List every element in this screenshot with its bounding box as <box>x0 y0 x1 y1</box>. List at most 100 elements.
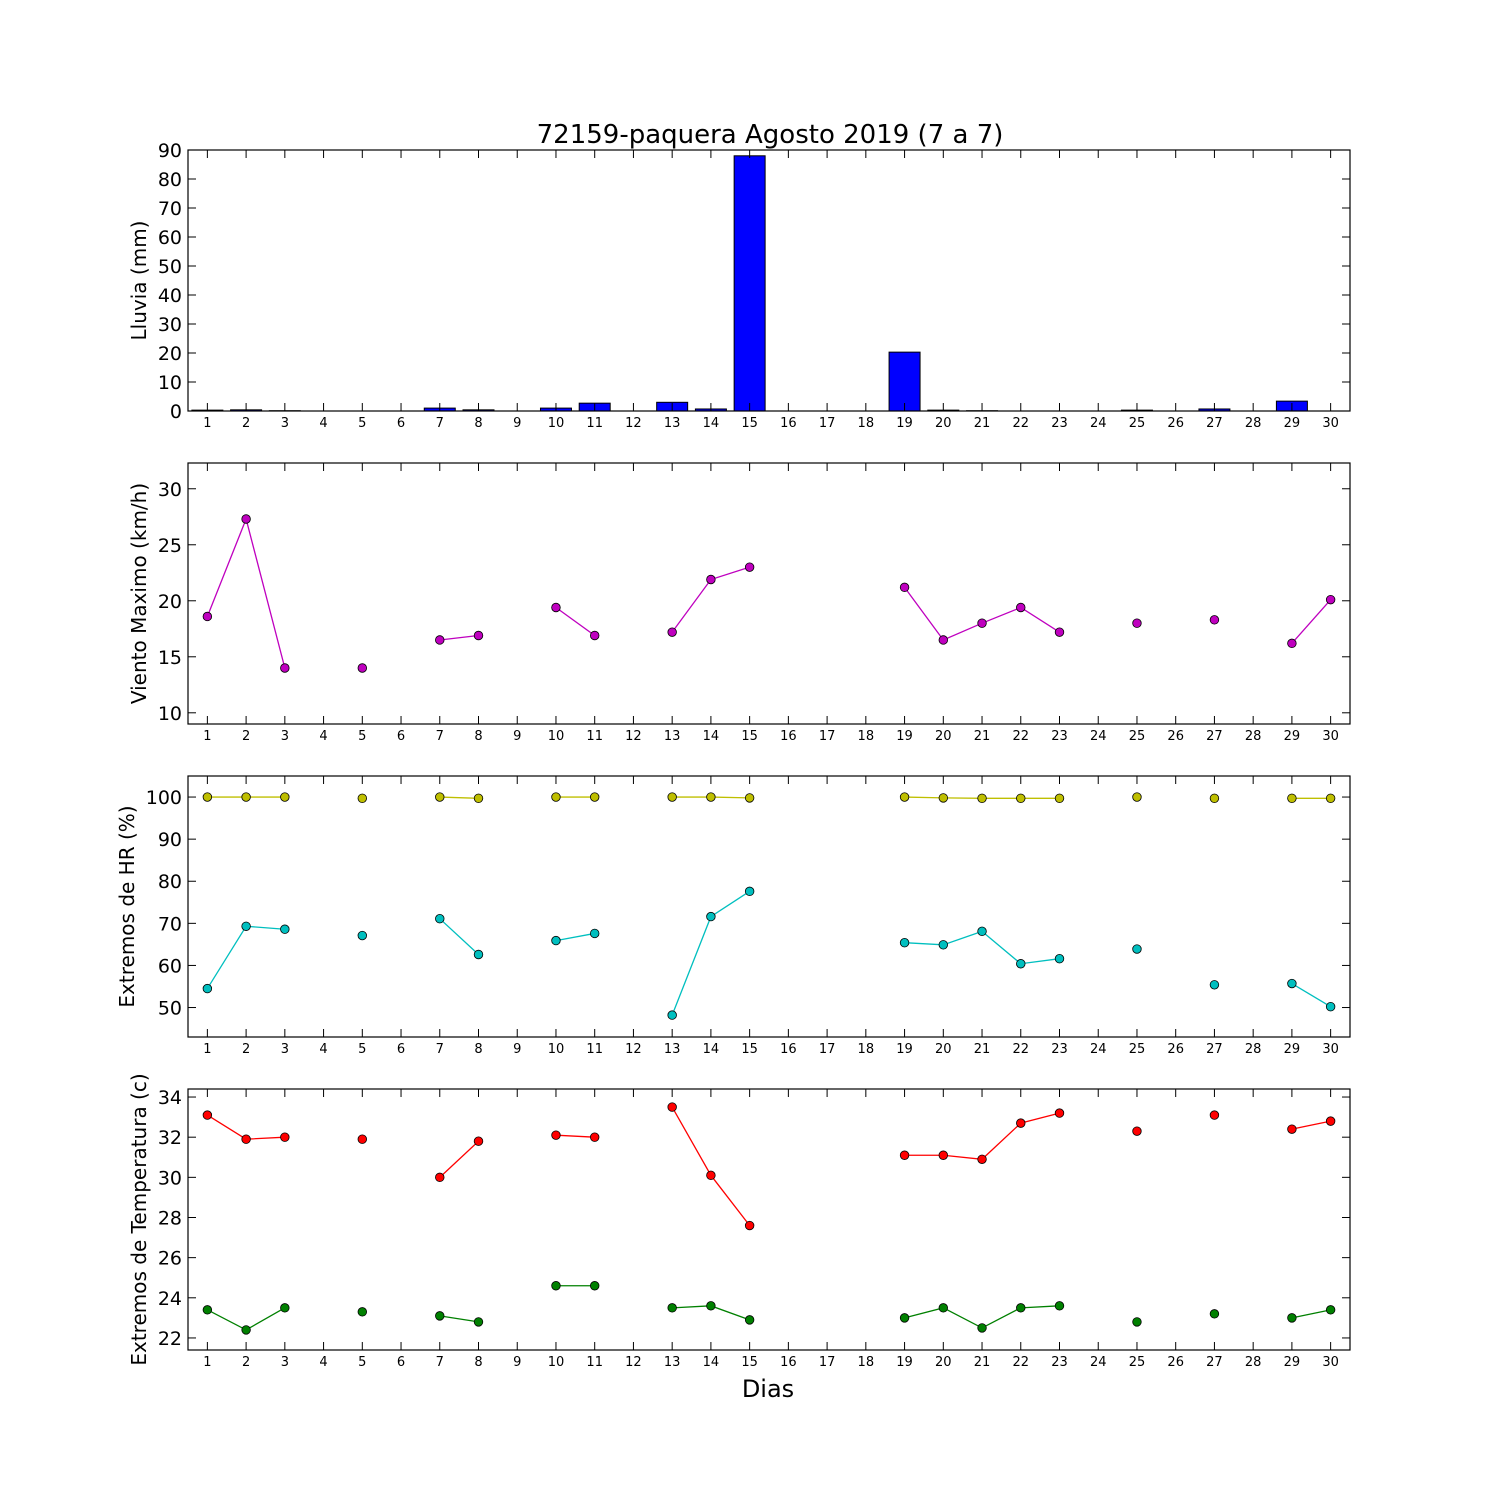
temperature-series-1-point-day-13 <box>667 1303 677 1313</box>
rain-x-tick-label: 3 <box>281 416 289 431</box>
humidity-series-0-point-day-8 <box>473 793 484 804</box>
rain-x-tick-label: 10 <box>548 416 565 431</box>
temperature-series-1-point-day-29 <box>1287 1313 1297 1323</box>
wind-x-tick-label: 6 <box>397 729 405 744</box>
humidity-y-axis-label: Extremos de HR (%) <box>115 805 139 1007</box>
wind-x-tick-label: 4 <box>319 729 327 744</box>
wind-x-tick-label: 28 <box>1245 729 1262 744</box>
humidity-series-1-point-day-20 <box>938 940 949 950</box>
temperature-series-1-point-day-15 <box>744 1315 755 1325</box>
humidity-y-tick-label: 70 <box>158 913 182 935</box>
temperature-y-tick-label: 24 <box>158 1288 182 1310</box>
humidity-series-1-line-2 <box>439 918 479 955</box>
wind-x-tick-label: 7 <box>436 729 444 744</box>
temperature-x-tick-label: 27 <box>1206 1355 1223 1370</box>
temperature-series-0-point-day-8 <box>473 1136 484 1146</box>
temperature-series-0-point-day-23 <box>1054 1108 1065 1118</box>
wind-series-0-point-day-23 <box>1054 627 1065 637</box>
wind-y-tick-label: 20 <box>158 591 182 613</box>
temperature-series-0-point-day-22 <box>1016 1118 1026 1128</box>
rain-y-tick-label: 60 <box>158 227 182 249</box>
wind-series-0-point-day-11 <box>590 630 600 641</box>
rain-y-tick-label: 50 <box>158 256 182 278</box>
humidity-series-1-point-day-27 <box>1209 980 1220 990</box>
humidity-series-0-point-day-3 <box>280 792 290 802</box>
rain-x-tick-label: 14 <box>703 416 720 431</box>
temperature-y-tick-label: 30 <box>158 1167 182 1189</box>
humidity-x-tick-label: 30 <box>1322 1042 1339 1057</box>
humidity-series-1-line-8 <box>1291 982 1331 1008</box>
temperature-series-1-point-day-21 <box>977 1323 987 1333</box>
temperature-series-1-point-day-25 <box>1132 1317 1142 1327</box>
wind-series-0-line-3 <box>555 606 596 637</box>
humidity-x-tick-label: 27 <box>1206 1042 1223 1057</box>
rain-x-tick-label: 15 <box>741 416 758 431</box>
temperature-y-tick-label: 26 <box>158 1248 182 1270</box>
humidity-series-0-point-day-10 <box>551 792 561 802</box>
wind-y-tick-label: 10 <box>158 703 182 725</box>
temperature-series-0-point-day-1 <box>202 1110 213 1120</box>
rain-x-tick-label: 20 <box>935 416 952 431</box>
wind-series-0-point-day-3 <box>280 663 290 673</box>
wind-x-tick-label: 17 <box>819 729 836 744</box>
wind-x-tick-label: 15 <box>741 729 758 744</box>
humidity-x-tick-label: 15 <box>741 1042 758 1057</box>
wind-x-tick-label: 16 <box>780 729 797 744</box>
temperature-series-1-point-day-3 <box>280 1303 290 1313</box>
humidity-series-0-point-day-22 <box>1016 793 1026 804</box>
wind-x-tick-label: 2 <box>242 729 250 744</box>
humidity-series-0-point-day-29 <box>1287 793 1297 804</box>
humidity-y-tick-label: 50 <box>158 998 182 1020</box>
wind-series-0-point-day-2 <box>241 514 251 524</box>
temperature-series-1-point-day-7 <box>435 1311 445 1321</box>
humidity-x-tick-label: 16 <box>780 1042 797 1057</box>
humidity-series-0-line-2 <box>439 796 479 799</box>
wind-series-0-line-2 <box>439 634 479 641</box>
wind-y-tick-label: 15 <box>158 647 182 669</box>
humidity-series-0-point-day-30 <box>1325 793 1336 804</box>
temperature-x-tick-label: 19 <box>896 1355 913 1370</box>
temperature-series-0-point-day-7 <box>435 1172 445 1183</box>
rain-bar-day-15 <box>733 155 766 412</box>
wind-series-0-point-day-25 <box>1132 618 1142 628</box>
chart-title: 72159-paquera Agosto 2019 (7 a 7) <box>537 120 1004 150</box>
temperature-x-tick-label: 1 <box>203 1355 211 1370</box>
wind-series-0-point-day-13 <box>667 627 677 637</box>
humidity-series-1-point-day-22 <box>1016 959 1026 969</box>
wind-series-0-point-day-20 <box>938 635 949 645</box>
temperature-series-1-point-day-19 <box>899 1313 910 1323</box>
humidity-series-0-point-day-7 <box>435 792 445 802</box>
temperature-x-tick-label: 6 <box>397 1355 405 1370</box>
humidity-series-0-point-day-21 <box>977 793 987 804</box>
temperature-y-tick-label: 22 <box>158 1328 182 1350</box>
wind-x-tick-label: 3 <box>281 729 289 744</box>
humidity-x-tick-label: 1 <box>203 1042 211 1057</box>
temperature-x-tick-label: 17 <box>819 1355 836 1370</box>
wind-x-tick-label: 8 <box>474 729 482 744</box>
temperature-series-1-point-day-5 <box>357 1307 368 1317</box>
humidity-x-tick-label: 20 <box>935 1042 952 1057</box>
humidity-x-tick-label: 19 <box>896 1042 913 1057</box>
humidity-x-tick-label: 25 <box>1129 1042 1146 1057</box>
rain-x-tick-label: 27 <box>1206 416 1223 431</box>
humidity-series-1-point-day-3 <box>280 924 290 934</box>
temperature-x-tick-label: 30 <box>1322 1355 1339 1370</box>
temperature-series-1-point-day-20 <box>938 1303 949 1313</box>
temperature-series-1-point-day-2 <box>241 1325 251 1335</box>
humidity-series-1-line-4 <box>671 890 750 1016</box>
wind-plot-frame <box>187 462 1351 725</box>
temperature-x-tick-label: 20 <box>935 1355 952 1370</box>
rain-y-tick-label: 30 <box>158 314 182 336</box>
temperature-x-tick-label: 8 <box>474 1355 482 1370</box>
rain-x-tick-label: 19 <box>896 416 913 431</box>
rain-x-tick-label: 8 <box>474 416 482 431</box>
humidity-x-tick-label: 28 <box>1245 1042 1262 1057</box>
temperature-series-0-line-8 <box>1291 1120 1331 1130</box>
wind-x-tick-label: 30 <box>1322 729 1339 744</box>
temperature-x-tick-label: 28 <box>1245 1355 1262 1370</box>
humidity-series-1-point-day-1 <box>202 983 213 994</box>
humidity-x-tick-label: 5 <box>358 1042 366 1057</box>
temperature-series-1-point-day-1 <box>202 1305 213 1315</box>
